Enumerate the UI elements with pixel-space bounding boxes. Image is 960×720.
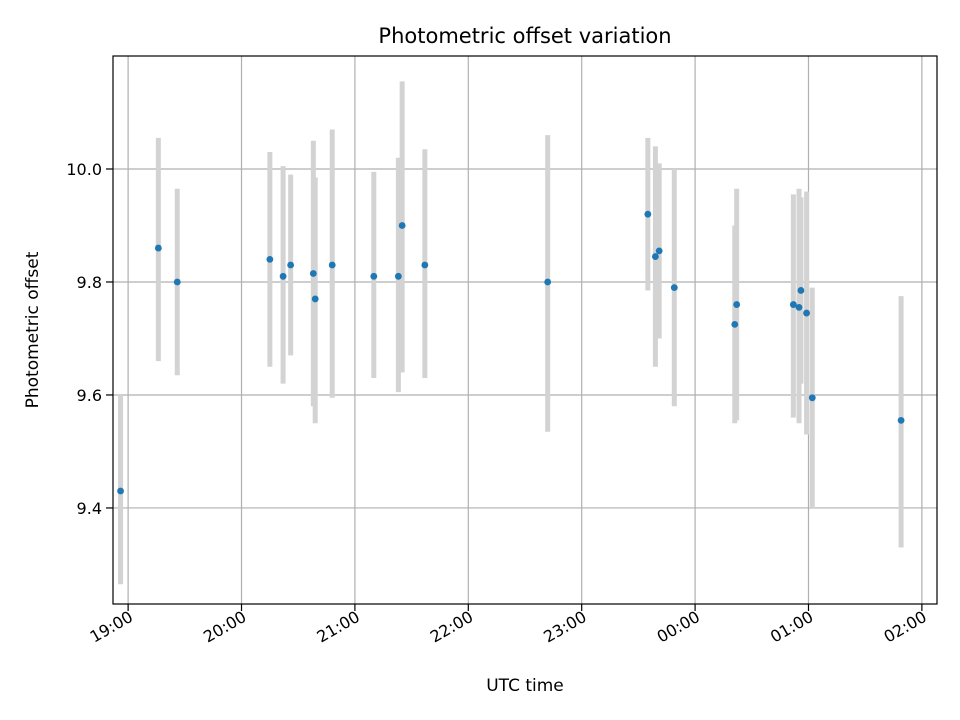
data-point	[279, 272, 287, 280]
data-point	[655, 247, 663, 255]
data-point	[154, 244, 162, 252]
y-tick-label: 10.0	[66, 160, 102, 179]
y-tick-label: 9.4	[77, 499, 102, 518]
data-point	[652, 253, 659, 260]
y-axis-ticks: 9.4 9.6 9.8 10.0	[66, 160, 113, 518]
data-point	[789, 301, 797, 308]
data-point	[644, 210, 652, 218]
data-point	[731, 320, 739, 328]
data-point	[808, 394, 816, 402]
data-point	[795, 304, 803, 311]
data-point	[421, 261, 429, 269]
plot-frame	[112, 55, 938, 605]
chart-title: Photometric offset variation	[378, 24, 671, 48]
data-point	[394, 272, 402, 280]
data-point	[733, 301, 741, 308]
data-point	[173, 278, 181, 286]
data-point	[670, 284, 678, 292]
x-axis-label: UTC time	[486, 676, 564, 696]
data-point	[370, 272, 378, 280]
data-point	[309, 270, 317, 277]
data-point	[266, 255, 274, 263]
data-point	[117, 487, 124, 495]
data-point	[311, 295, 319, 303]
data-point	[803, 309, 810, 317]
y-axis-label: Photometric offset	[23, 251, 43, 408]
data-point	[328, 261, 336, 269]
data-point	[544, 278, 552, 286]
data-point	[398, 222, 406, 229]
data-points	[117, 210, 905, 495]
data-point	[797, 287, 805, 294]
y-tick-label: 9.8	[77, 273, 102, 292]
y-tick-label: 9.6	[77, 386, 102, 405]
data-point	[897, 416, 905, 424]
data-point	[287, 261, 295, 269]
